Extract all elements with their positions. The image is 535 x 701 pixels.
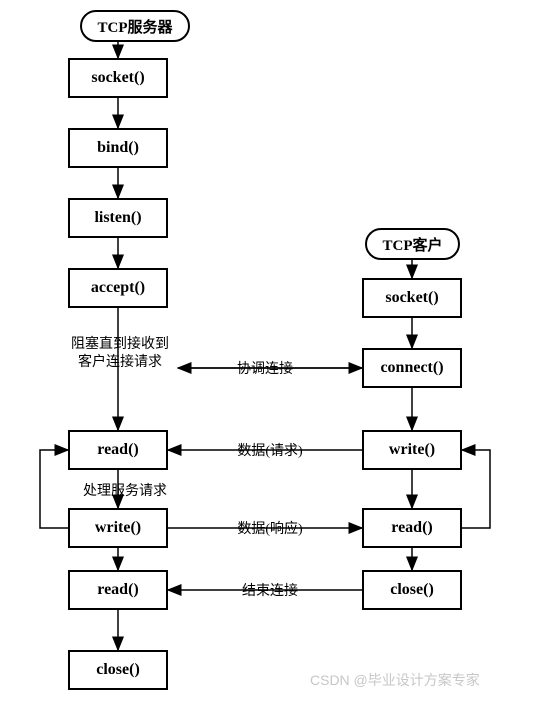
- server-title: TCP服务器: [80, 10, 190, 42]
- label-response: 数据(响应): [215, 518, 325, 538]
- server-bind: bind(): [68, 128, 168, 168]
- client-connect: connect(): [362, 348, 462, 388]
- label-fin: 结束连接: [215, 580, 325, 600]
- server-accept: accept(): [68, 268, 168, 308]
- server-read2: read(): [68, 570, 168, 610]
- label-handshake: 协调连接: [215, 358, 315, 378]
- client-write: write(): [362, 430, 462, 470]
- server-listen: listen(): [68, 198, 168, 238]
- server-close: close(): [68, 650, 168, 690]
- watermark: CSDN @毕业设计方案专家: [310, 670, 480, 690]
- client-title: TCP客户: [365, 228, 460, 260]
- server-read: read(): [68, 430, 168, 470]
- label-request: 数据(请求): [215, 440, 325, 460]
- server-write: write(): [68, 508, 168, 548]
- server-socket: socket(): [68, 58, 168, 98]
- label-process: 处理服务请求: [70, 480, 180, 500]
- label-block-l1: 阻塞直到接收到 客户连接请求: [71, 337, 169, 370]
- client-socket: socket(): [362, 278, 462, 318]
- label-block: 阻塞直到接收到 客户连接请求: [60, 336, 180, 372]
- client-close: close(): [362, 570, 462, 610]
- client-read: read(): [362, 508, 462, 548]
